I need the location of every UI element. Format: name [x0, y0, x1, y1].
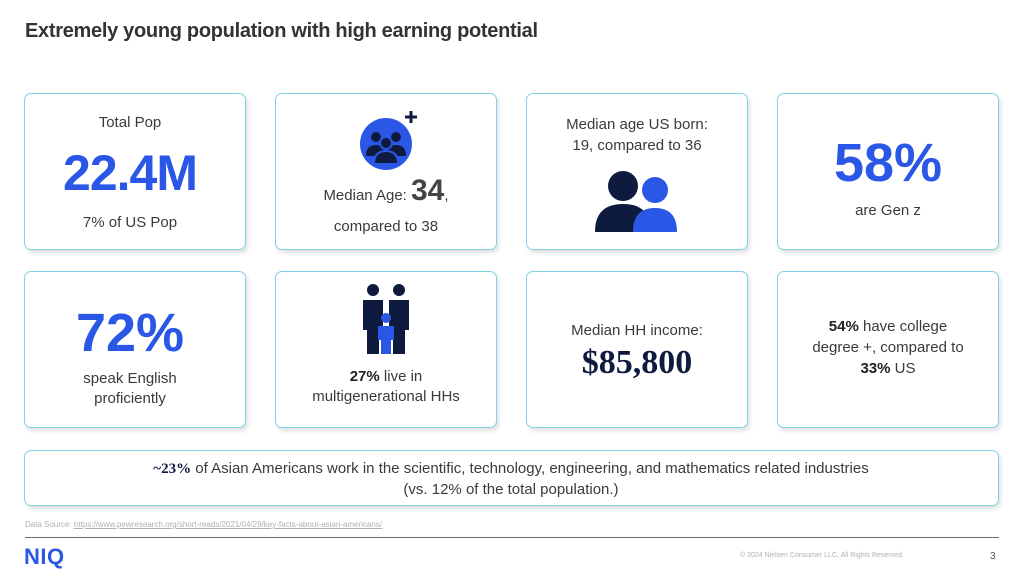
us-born-line1: Median age US born: [566, 116, 708, 133]
median-age-comma: , [444, 187, 449, 204]
college-highlight2: 33% [860, 360, 891, 377]
data-source-prefix: Data Source: [25, 520, 74, 529]
median-age-value: 34 [411, 174, 445, 207]
median-age-prefix: Median Age: [323, 187, 411, 204]
footer-divider [25, 537, 999, 538]
multigen-line1: 27% live in [276, 368, 496, 385]
median-age-line2: compared to 38 [333, 218, 439, 235]
stem-text1: of Asian Americans work in the scientifi… [191, 460, 869, 477]
copyright: © 2024 Nielsen Consumer LLC. All Rights … [740, 552, 904, 559]
stem-banner: ~23% of Asian Americans work in the scie… [24, 450, 999, 506]
multigen-text1: live in [379, 368, 423, 385]
gen-z-value: 58% [833, 133, 943, 193]
college-highlight1: 54% [828, 318, 859, 335]
data-source-link[interactable]: https://www.pewresearch.org/short-reads/… [73, 520, 383, 529]
total-pop-label: Total Pop [98, 114, 162, 131]
page-title: Extremely young population with high ear… [25, 20, 538, 42]
college-text3: US [890, 360, 916, 377]
two-people-icon [595, 171, 677, 232]
college-text1: have college [858, 318, 948, 335]
stem-highlight: ~23% [153, 461, 192, 477]
data-source: Data Source: https://www.pewresearch.org… [25, 520, 382, 529]
stem-banner-line2: (vs. 12% of the total population.) [403, 481, 619, 498]
median-age-line1: Median Age: 34, [276, 174, 496, 208]
income-label: Median HH income: [571, 322, 703, 339]
total-pop-value: 22.4M [63, 145, 198, 201]
group-plus-icon [360, 111, 417, 170]
gen-z-card: 58% are Gen z [777, 93, 999, 250]
page-number: 3 [990, 551, 996, 562]
multigen-line2: multigenerational HHs [312, 388, 460, 405]
english-card: 72% speak English proficiently [24, 271, 246, 428]
us-born-card: Median age US born: 19, compared to 36 [526, 93, 748, 250]
stem-banner-line1: ~23% of Asian Americans work in the scie… [25, 460, 997, 478]
college-line2: degree +, compared to [812, 339, 964, 356]
multigen-card: 27% live in multigenerational HHs [275, 271, 497, 428]
median-age-card: Median Age: 34, compared to 38 [275, 93, 497, 250]
gen-z-sub: are Gen z [855, 202, 921, 219]
college-card: 54% have college degree +, compared to 3… [777, 271, 999, 428]
college-line1: 54% have college [778, 318, 998, 335]
income-value: $85,800 [581, 344, 693, 381]
family-icon [363, 284, 409, 354]
english-sub-line2: proficiently [94, 390, 166, 407]
multigen-highlight: 27% [349, 368, 380, 385]
total-pop-card: Total Pop 22.4M 7% of US Pop [24, 93, 246, 250]
english-sub-line1: speak English [83, 370, 177, 387]
college-line3: 33% US [778, 360, 998, 377]
us-born-line2: 19, compared to 36 [572, 137, 702, 154]
english-value: 72% [75, 303, 185, 363]
income-card: Median HH income: $85,800 [526, 271, 748, 428]
total-pop-sub: 7% of US Pop [82, 214, 178, 231]
niq-logo: NIQ [24, 544, 65, 569]
